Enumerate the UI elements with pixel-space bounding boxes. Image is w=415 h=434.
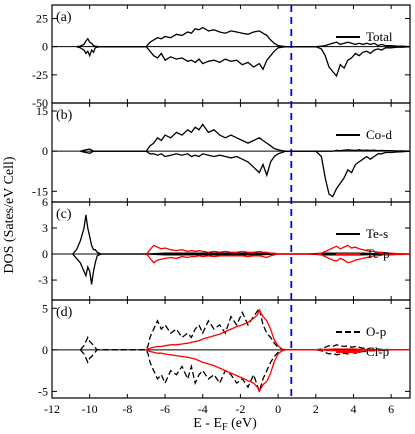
- panel-label: (d): [56, 305, 73, 320]
- series-cl-p-spin-down: [145, 349, 410, 393]
- y-tick-label: 0: [42, 40, 48, 54]
- panel-frame: [51, 299, 411, 399]
- panel-frame: [51, 102, 411, 203]
- y-tick-label: 5: [42, 301, 48, 315]
- series-o-p-spin-down: [79, 349, 410, 394]
- legend-label: Co-d: [366, 127, 393, 142]
- panel-1: 25 0 -25 -50 (a) Total: [32, 4, 411, 110]
- x-tick-label: 0: [275, 402, 281, 416]
- panel-frame: [51, 201, 411, 301]
- x-tick-label: -8: [122, 402, 132, 416]
- y-tick-label: 25: [36, 12, 48, 26]
- panel-3: 6 3 0 -3 (c) Te-s Te-p: [38, 195, 411, 301]
- x-tick-label: -10: [82, 402, 98, 416]
- y-tick-label: -3: [38, 273, 48, 287]
- legend-label: Total: [366, 29, 393, 44]
- x-axis-label: E - EF (eV): [193, 416, 257, 433]
- series-cl-p-spin-up: [145, 308, 410, 351]
- x-tick-label: -6: [160, 402, 170, 416]
- y-tick-label: -25: [32, 68, 48, 82]
- y-tick-label: 6: [42, 195, 48, 209]
- series-total-spin-up: [76, 26, 411, 48]
- legend-label: Te-s: [366, 226, 388, 241]
- panel-2: 15 0 -15 (b) Co-d: [32, 102, 411, 203]
- panels: 250-25-50(a)Total150-15(b)Co-d630-3(c)Te…: [32, 4, 411, 399]
- x-tick-label: 4: [350, 402, 356, 416]
- legend-label: Te-p: [366, 246, 390, 261]
- y-tick-label: 3: [42, 221, 48, 235]
- panel-label: (a): [56, 10, 72, 25]
- x-axis-label-unit: (eV): [228, 416, 257, 431]
- series-o-p-spin-up: [79, 306, 410, 351]
- y-tick-label: -50: [32, 96, 48, 110]
- y-tick-label: -5: [38, 384, 48, 398]
- x-axis-label-subscript: F: [222, 422, 228, 433]
- y-tick-label: 0: [42, 144, 48, 158]
- x-tick-label: -2: [235, 402, 245, 416]
- x-tick-label: 6: [388, 402, 394, 416]
- series-co-d-spin-up: [80, 123, 411, 152]
- series-te-p-spin-down: [145, 253, 411, 264]
- panel-4: 5 0 -5 (d) O-p Cl-p: [38, 299, 411, 399]
- x-tick-label: 2: [313, 402, 319, 416]
- panel-label: (b): [56, 108, 73, 123]
- x-tick-label: -12: [44, 402, 60, 416]
- legend-label: Cl-p: [366, 344, 389, 359]
- y-tick-label: -15: [32, 184, 48, 198]
- series-total-spin-down: [76, 46, 411, 78]
- x-axis: -12 -10 -8 -6 -4 -2 0 2 4 6: [44, 402, 394, 416]
- series-co-d-spin-down: [80, 150, 411, 198]
- series-te-p-spin-up: [145, 244, 411, 255]
- y-tick-label: 0: [42, 247, 48, 261]
- panel-label: (c): [56, 207, 72, 222]
- y-tick-label: 0: [42, 343, 48, 357]
- legend-label: O-p: [366, 324, 386, 339]
- y-tick-label: 15: [36, 104, 48, 118]
- y-axis-label: DOS (Sates/eV Cell): [2, 156, 17, 274]
- x-tick-label: -4: [198, 402, 208, 416]
